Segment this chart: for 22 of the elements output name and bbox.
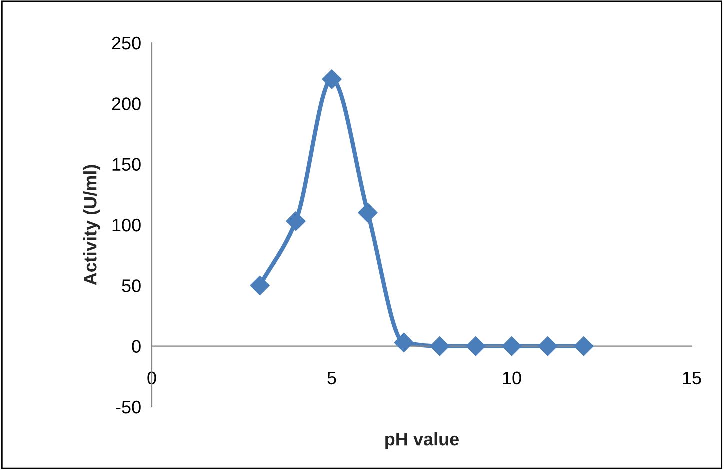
point: [286, 212, 306, 232]
x-axis-title: pH value: [386, 432, 460, 450]
x-tick-label: 10: [503, 372, 522, 385]
y-tick-label: 150: [112, 158, 141, 172]
point: [502, 336, 522, 356]
y-tick-label: 200: [112, 98, 141, 110]
point: [574, 336, 594, 356]
y-tick-label: -50: [116, 400, 141, 414]
x-tick-label: 15: [683, 372, 702, 385]
point: [322, 70, 342, 90]
x-tick-label: 5: [328, 372, 336, 385]
point: [538, 336, 558, 356]
y-tick-label: 0: [132, 340, 141, 354]
point: [430, 336, 450, 356]
point: [466, 336, 486, 356]
y-axis-title: Activity (U/ml): [84, 165, 100, 286]
y-tick-label: 250: [112, 36, 141, 50]
point: [394, 332, 414, 353]
y-tick-label: 50: [122, 280, 141, 292]
point: [250, 276, 270, 296]
point: [358, 203, 378, 223]
y-tick-label: 100: [112, 218, 141, 232]
